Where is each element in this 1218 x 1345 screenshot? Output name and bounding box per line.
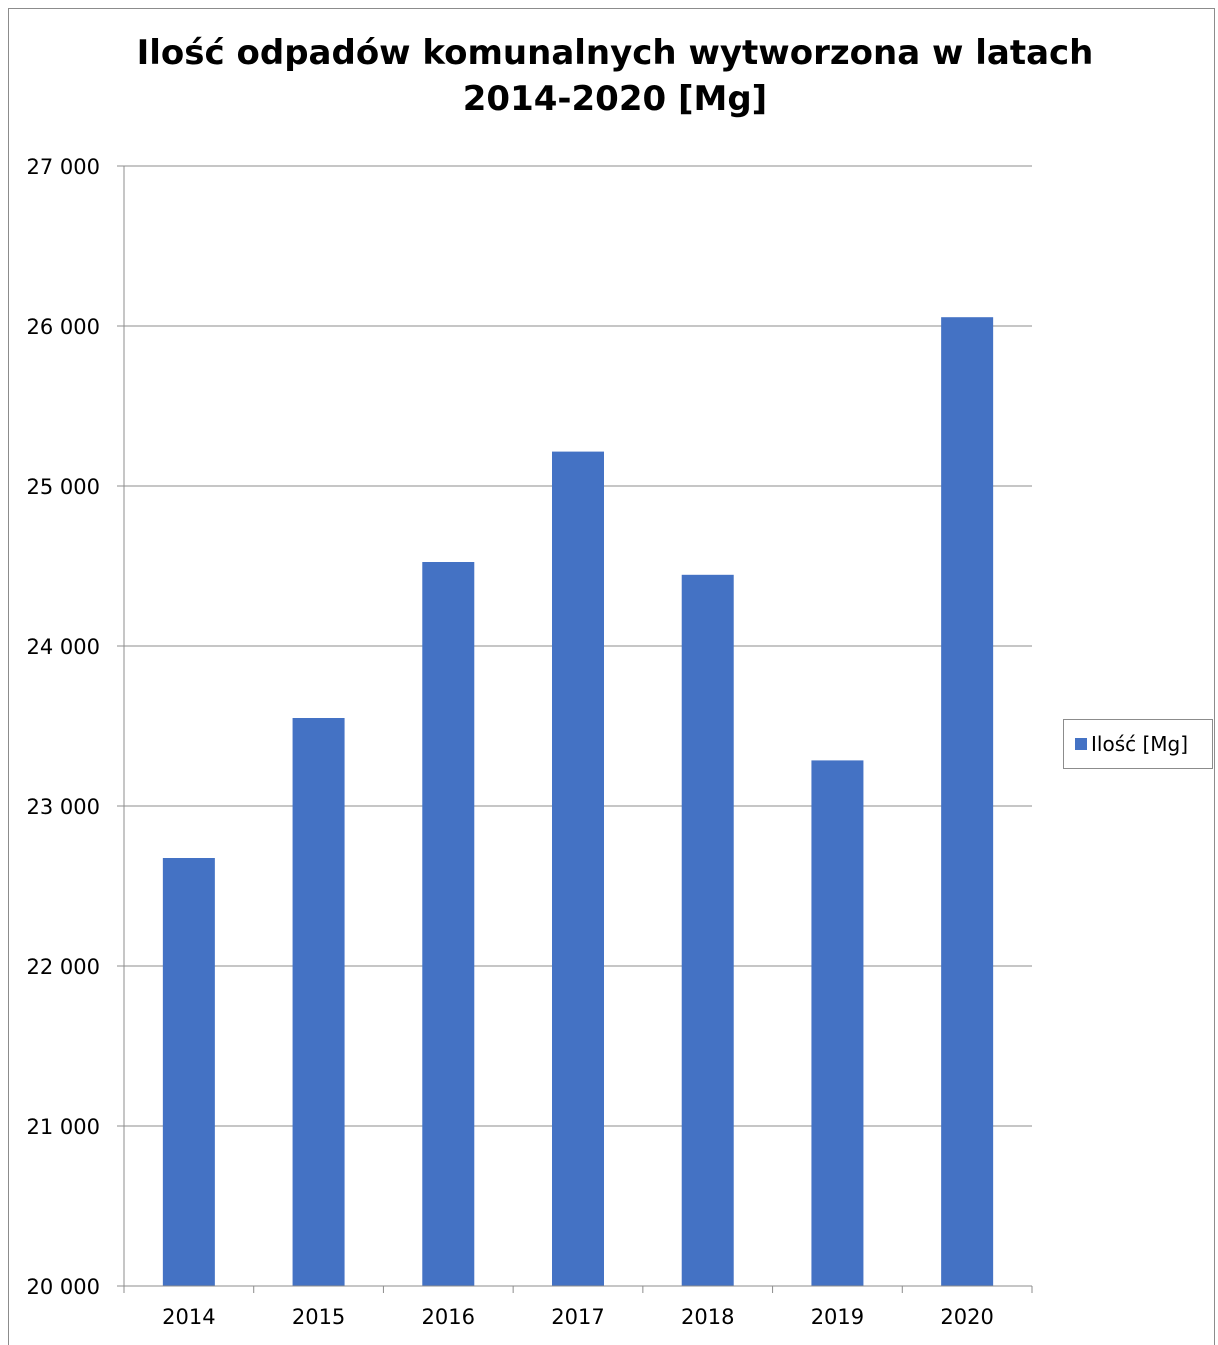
y-tick-label: 27 000 <box>27 155 100 179</box>
x-tick-label: 2020 <box>940 1305 993 1329</box>
legend-label: Ilość [Mg] <box>1091 732 1189 756</box>
bar-2018 <box>681 574 734 1286</box>
bar-2020 <box>941 317 994 1286</box>
bar-2015 <box>292 718 345 1286</box>
x-tick-label: 2016 <box>422 1305 475 1329</box>
x-tick-label: 2015 <box>292 1305 345 1329</box>
x-tick-label: 2017 <box>551 1305 604 1329</box>
y-tick-label: 25 000 <box>27 475 100 499</box>
chart-title: Ilość odpadów komunalnych wytworzona w l… <box>0 30 1218 122</box>
x-tick-label: 2014 <box>162 1305 215 1329</box>
x-axis-labels: 2014 2015 2016 2017 2018 2019 2020 <box>162 1305 994 1329</box>
legend: Ilość [Mg] <box>1063 719 1213 769</box>
bar-2014 <box>162 858 215 1286</box>
x-tick-label: 2018 <box>681 1305 734 1329</box>
chart-title-line-1: Ilość odpadów komunalnych wytworzona w l… <box>136 33 1094 73</box>
bar-2019 <box>811 760 864 1286</box>
bar-2017 <box>552 451 604 1287</box>
x-tick-label: 2019 <box>811 1305 864 1329</box>
y-tick-label: 20 000 <box>27 1275 100 1299</box>
bar-2016 <box>422 562 475 1286</box>
bars <box>162 317 994 1287</box>
y-tick-label: 22 000 <box>27 955 100 979</box>
y-axis-labels: 20 000 21 000 22 000 23 000 24 000 25 000 26 0… <box>27 155 100 1299</box>
y-tick-label: 21 000 <box>27 1115 100 1139</box>
y-tick-label: 26 000 <box>27 315 100 339</box>
chart-title-line-2: 2014-2020 [Mg] <box>462 79 768 119</box>
legend-swatch <box>1075 738 1087 750</box>
y-tick-label: 23 000 <box>27 795 100 819</box>
y-tick-label: 24 000 <box>27 635 100 659</box>
axes <box>117 165 1033 1293</box>
